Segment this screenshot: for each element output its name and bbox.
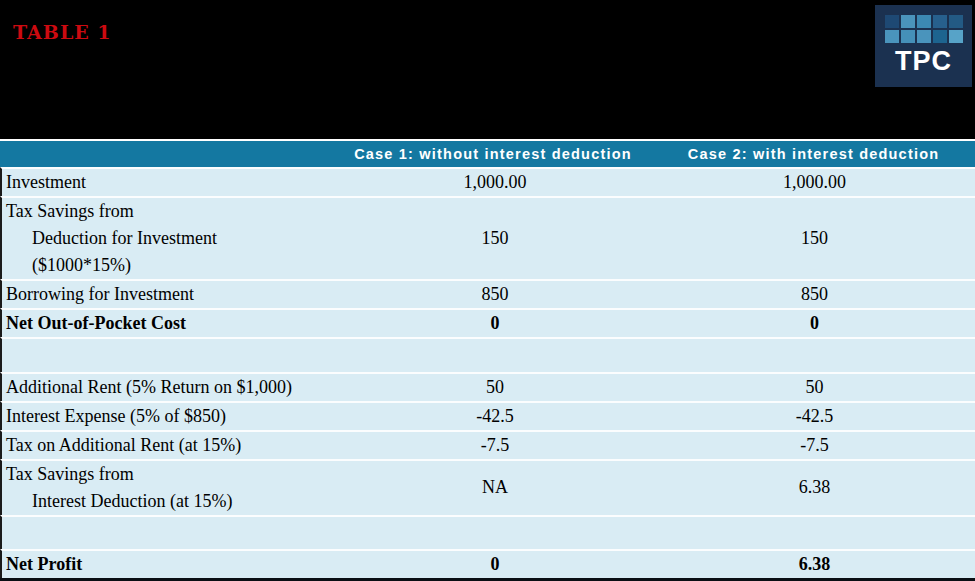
row-label-line: Tax Savings from <box>6 198 336 225</box>
cell-case1-value: NA <box>336 477 654 498</box>
logo-square-icon <box>949 30 963 43</box>
logo-square-icon <box>901 15 915 28</box>
row-label-line: Net Out-of-Pocket Cost <box>6 310 336 337</box>
table-row: Net Profit06.38 <box>0 549 975 578</box>
row-label: Additional Rent (5% Return on $1,000) <box>2 374 336 401</box>
row-label-line: Borrowing for Investment <box>6 281 336 308</box>
row-label-line: Additional Rent (5% Return on $1,000) <box>6 374 336 401</box>
spacer-row <box>0 337 975 372</box>
table-row: Interest Expense (5% of $850)-42.5-42.5 <box>0 401 975 430</box>
col-header-case1: Case 1: without interest deduction <box>334 146 652 162</box>
cell-case1-value: 850 <box>336 284 654 305</box>
cell-case1-value: 0 <box>336 554 654 575</box>
tpc-logo-mosaic-icon <box>885 15 963 43</box>
logo-square-icon <box>949 15 963 28</box>
logo-square-icon <box>885 15 899 28</box>
table-row: Net Out-of-Pocket Cost00 <box>0 308 975 337</box>
row-label-line: Net Profit <box>6 551 336 578</box>
cell-case2-value: -42.5 <box>654 406 975 427</box>
row-label-line: Interest Deduction (at 15%) <box>6 488 336 515</box>
row-label-line: Deduction for Investment <box>6 225 336 252</box>
row-label: Investment <box>2 169 336 196</box>
cell-case1-value: 1,000.00 <box>336 172 654 193</box>
row-label: Tax Savings fromDeduction for Investment… <box>2 198 336 279</box>
col-header-case2: Case 2: with interest deduction <box>652 146 975 162</box>
page: TABLE 1 TPC Case 1: without interest ded… <box>0 0 975 581</box>
table-body: Investment1,000.001,000.00Tax Savings fr… <box>0 167 975 578</box>
cell-case2-value: 850 <box>654 284 975 305</box>
cell-case1-value: -7.5 <box>336 435 654 456</box>
table-row: Borrowing for Investment850850 <box>0 279 975 308</box>
row-label: Borrowing for Investment <box>2 281 336 308</box>
tpc-logo: TPC <box>875 5 972 87</box>
cell-case1-value: 150 <box>336 228 654 249</box>
row-label: Tax on Additional Rent (at 15%) <box>2 432 336 459</box>
logo-square-icon <box>917 15 931 28</box>
row-label: Tax Savings fromInterest Deduction (at 1… <box>2 461 336 515</box>
comparison-table: Case 1: without interest deduction Case … <box>0 141 975 581</box>
cell-case2-value: -7.5 <box>654 435 975 456</box>
table-number-label: TABLE 1 <box>13 21 112 43</box>
tpc-logo-text: TPC <box>895 48 952 75</box>
cell-case2-value: 150 <box>654 228 975 249</box>
row-label-line: Interest Expense (5% of $850) <box>6 403 336 430</box>
cell-case2-value: 6.38 <box>654 477 975 498</box>
row-label-line: Tax on Additional Rent (at 15%) <box>6 432 336 459</box>
logo-square-icon <box>933 30 947 43</box>
cell-case1-value: 50 <box>336 377 654 398</box>
table-row: Tax Savings fromInterest Deduction (at 1… <box>0 459 975 515</box>
logo-square-icon <box>885 30 899 43</box>
table-row: Tax Savings fromDeduction for Investment… <box>0 196 975 279</box>
table-header-row: Case 1: without interest deduction Case … <box>0 141 975 167</box>
row-label: Interest Expense (5% of $850) <box>2 403 336 430</box>
cell-case2-value: 50 <box>654 377 975 398</box>
logo-square-icon <box>917 30 931 43</box>
row-label-line: Tax Savings from <box>6 461 336 488</box>
row-label: Net Out-of-Pocket Cost <box>2 310 336 337</box>
cell-case2-value: 1,000.00 <box>654 172 975 193</box>
row-label: Net Profit <box>2 551 336 578</box>
row-label-line: ($1000*15%) <box>6 252 336 279</box>
cell-case1-value: -42.5 <box>336 406 654 427</box>
row-label-line: Investment <box>6 169 336 196</box>
table-row: Tax on Additional Rent (at 15%)-7.5-7.5 <box>0 430 975 459</box>
logo-square-icon <box>933 15 947 28</box>
table-row: Additional Rent (5% Return on $1,000)505… <box>0 372 975 401</box>
cell-case2-value: 6.38 <box>654 554 975 575</box>
cell-case2-value: 0 <box>654 313 975 334</box>
top-banner: TABLE 1 TPC <box>0 0 975 139</box>
cell-case1-value: 0 <box>336 313 654 334</box>
spacer-row <box>0 515 975 550</box>
logo-square-icon <box>901 30 915 43</box>
table-row: Investment1,000.001,000.00 <box>0 167 975 196</box>
